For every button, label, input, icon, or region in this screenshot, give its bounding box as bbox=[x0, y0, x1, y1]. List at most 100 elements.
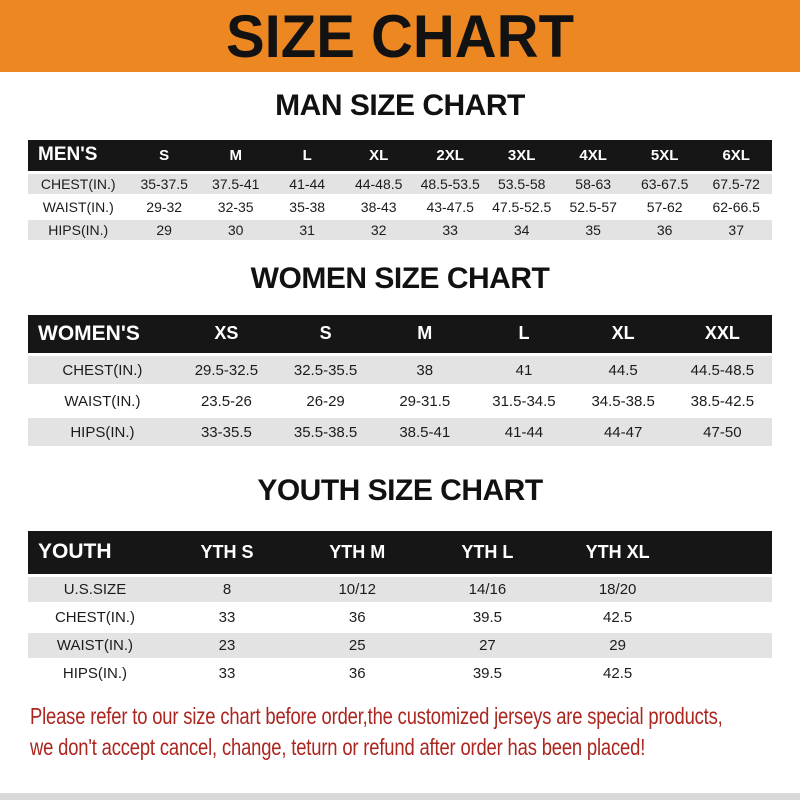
table-title-cell: MEN'S bbox=[28, 140, 129, 174]
size-cell: 37 bbox=[700, 218, 772, 243]
column-header: S bbox=[275, 314, 376, 356]
column-header: YTH S bbox=[161, 531, 293, 577]
size-cell: 27 bbox=[422, 631, 553, 661]
filler-cell bbox=[682, 631, 772, 661]
size-cell: 29.5-32.5 bbox=[176, 354, 276, 387]
size-cell: 41 bbox=[474, 354, 574, 387]
table-row: CHEST(IN.) 35-37.5 37.5-41 41-44 44-48.5 48.5… bbox=[28, 172, 772, 197]
size-cell: 33 bbox=[161, 603, 293, 633]
disclaimer-line-2: we don't accept cancel, change, teturn o… bbox=[30, 733, 646, 760]
size-cell: 8 bbox=[161, 575, 293, 605]
size-cell: 44.5-48.5 bbox=[672, 354, 772, 387]
header-row: MEN'S S M L XL 2XL 3XL 4XL 5XL 6XL bbox=[28, 140, 772, 174]
size-cell: 35-37.5 bbox=[128, 172, 200, 197]
size-cell: 35.5-38.5 bbox=[275, 416, 376, 449]
size-cell: 29 bbox=[552, 631, 683, 661]
size-cell: 38.5-42.5 bbox=[672, 385, 772, 418]
size-cell: 41-44 bbox=[474, 416, 574, 449]
row-label: CHEST(IN.) bbox=[28, 354, 177, 387]
size-cell: 30 bbox=[199, 218, 272, 243]
size-cell: 47.5-52.5 bbox=[485, 195, 558, 220]
column-header: YTH XL bbox=[552, 531, 683, 577]
size-cell: 41-44 bbox=[271, 172, 343, 197]
row-label: CHEST(IN.) bbox=[28, 603, 162, 633]
table-row: HIPS(IN.) 33-35.5 35.5-38.5 38.5-41 41-44 44-… bbox=[28, 416, 772, 449]
size-cell: 62-66.5 bbox=[700, 195, 772, 220]
size-cell: 38.5-41 bbox=[375, 416, 475, 449]
filler-cell bbox=[682, 659, 772, 689]
table-row: HIPS(IN.) 33 36 39.5 42.5 bbox=[28, 659, 772, 689]
size-cell: 10/12 bbox=[292, 575, 423, 605]
column-header: YTH M bbox=[292, 531, 423, 577]
size-cell: 33 bbox=[414, 218, 486, 243]
size-cell: 32-35 bbox=[199, 195, 272, 220]
banner-title: SIZE CHART bbox=[226, 2, 574, 70]
filler-cell bbox=[682, 603, 772, 633]
size-cell: 29-32 bbox=[128, 195, 200, 220]
size-chart-banner: SIZE CHART bbox=[0, 0, 800, 72]
row-label: U.S.SIZE bbox=[28, 575, 162, 605]
size-cell: 32 bbox=[342, 218, 415, 243]
row-label: WAIST(IN.) bbox=[28, 195, 129, 220]
header-row: YOUTH YTH S YTH M YTH L YTH XL bbox=[28, 531, 772, 577]
size-cell: 36 bbox=[628, 218, 701, 243]
row-label: CHEST(IN.) bbox=[28, 172, 129, 197]
size-cell: 32.5-35.5 bbox=[275, 354, 376, 387]
size-cell: 43-47.5 bbox=[414, 195, 486, 220]
size-cell: 34 bbox=[485, 218, 558, 243]
size-cell: 53.5-58 bbox=[485, 172, 558, 197]
size-cell: 44-47 bbox=[573, 416, 673, 449]
size-cell: 23 bbox=[161, 631, 293, 661]
column-header: L bbox=[474, 314, 574, 356]
size-cell: 31.5-34.5 bbox=[474, 385, 574, 418]
size-cell: 33 bbox=[161, 659, 293, 689]
size-cell: 25 bbox=[292, 631, 423, 661]
size-cell: 29 bbox=[128, 218, 200, 243]
size-cell: 42.5 bbox=[552, 659, 683, 689]
size-cell: 48.5-53.5 bbox=[414, 172, 486, 197]
table-row: WAIST(IN.) 23.5-26 26-29 29-31.5 31.5-34.5 34… bbox=[28, 385, 772, 418]
table-row: U.S.SIZE 8 10/12 14/16 18/20 bbox=[28, 575, 772, 605]
bottom-gray-strip bbox=[0, 793, 800, 800]
disclaimer-line-1: Please refer to our size chart before or… bbox=[30, 702, 723, 729]
size-cell: 63-67.5 bbox=[628, 172, 701, 197]
size-cell: 44.5 bbox=[573, 354, 673, 387]
size-cell: 33-35.5 bbox=[176, 416, 276, 449]
column-header: XS bbox=[176, 314, 276, 356]
column-header: XL bbox=[573, 314, 673, 356]
table-row: CHEST(IN.) 29.5-32.5 32.5-35.5 38 41 44.5 44.5… bbox=[28, 354, 772, 387]
size-cell: 35 bbox=[557, 218, 629, 243]
size-cell: 39.5 bbox=[422, 659, 553, 689]
size-cell: 39.5 bbox=[422, 603, 553, 633]
column-header: YTH L bbox=[422, 531, 553, 577]
table-row: WAIST(IN.) 23 25 27 29 bbox=[28, 631, 772, 661]
women-section-heading: WOMEN SIZE CHART bbox=[250, 261, 550, 295]
women-size-table: WOMEN'S XS S M L XL XXL CHEST(IN.) 29.5-32.5 32.5… bbox=[28, 314, 772, 449]
size-cell: 36 bbox=[292, 659, 423, 689]
row-label: WAIST(IN.) bbox=[28, 631, 162, 661]
size-cell: 18/20 bbox=[552, 575, 683, 605]
size-cell: 38 bbox=[375, 354, 475, 387]
header-row: WOMEN'S XS S M L XL XXL bbox=[28, 314, 772, 356]
column-header: XXL bbox=[672, 314, 772, 356]
table-row: HIPS(IN.) 29 30 31 32 33 34 35 36 37 bbox=[28, 218, 772, 243]
size-cell: 34.5-38.5 bbox=[573, 385, 673, 418]
table-row: CHEST(IN.) 33 36 39.5 42.5 bbox=[28, 603, 772, 633]
row-label: WAIST(IN.) bbox=[28, 385, 177, 418]
size-cell: 44-48.5 bbox=[342, 172, 415, 197]
youth-section-heading: YOUTH SIZE CHART bbox=[257, 474, 543, 507]
size-cell: 52.5-57 bbox=[557, 195, 629, 220]
size-cell: 67.5-72 bbox=[700, 172, 772, 197]
size-cell: 31 bbox=[271, 218, 343, 243]
size-cell: 47-50 bbox=[672, 416, 772, 449]
size-cell: 29-31.5 bbox=[375, 385, 475, 418]
size-cell: 42.5 bbox=[552, 603, 683, 633]
row-label: HIPS(IN.) bbox=[28, 218, 129, 243]
column-header: M bbox=[375, 314, 475, 356]
column-header: S bbox=[128, 140, 200, 174]
filler-cell bbox=[682, 575, 772, 605]
filler-cell bbox=[682, 531, 772, 577]
size-cell: 58-63 bbox=[557, 172, 629, 197]
size-cell: 26-29 bbox=[275, 385, 376, 418]
column-header: M bbox=[199, 140, 272, 174]
